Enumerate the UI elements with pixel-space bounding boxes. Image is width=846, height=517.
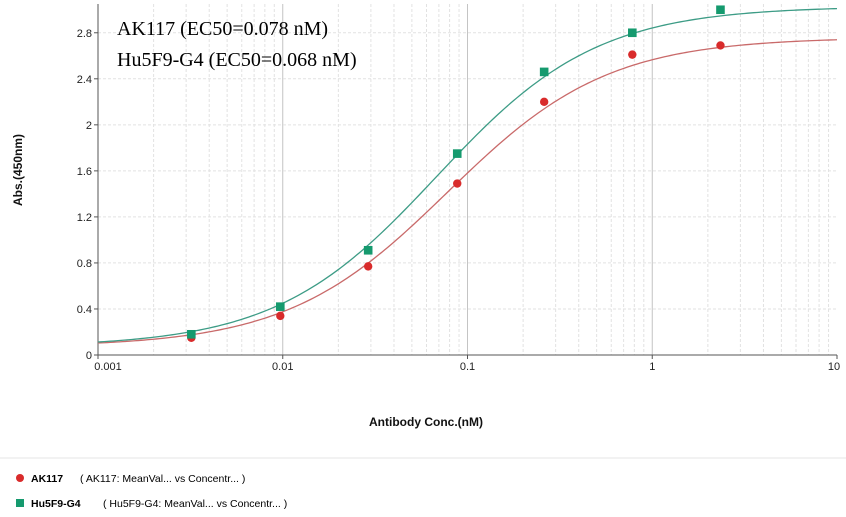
- x-tick-labels: 0.001 0.01 0.1 1 10: [94, 361, 840, 373]
- data-point-ak117: [453, 179, 462, 188]
- y-tick-label: 0: [86, 350, 92, 362]
- x-tick-label: 0.001: [94, 361, 122, 373]
- data-point-hu5f9g4: [363, 245, 373, 255]
- data-point-ak117: [539, 97, 549, 107]
- data-point-hu5f9g4: [539, 67, 549, 77]
- x-tick-label: 0.01: [272, 361, 293, 373]
- grid-lines: [97, 4, 837, 356]
- y-tick-label: 1.2: [77, 212, 92, 224]
- data-point-ak117: [716, 41, 725, 50]
- data-point-hu5f9g4: [716, 5, 725, 15]
- y-axis-title: Abs.(450nm): [11, 134, 25, 206]
- ec50-annotation-ak117: AK117 (EC50=0.078 nM): [117, 18, 328, 40]
- y-tick-label: 0.4: [77, 304, 92, 316]
- data-point-hu5f9g4: [628, 28, 637, 38]
- x-tick-label: 10: [828, 361, 840, 373]
- y-tick-label: 1.6: [77, 166, 92, 178]
- y-tick-label: 2: [86, 120, 92, 132]
- x-axis-title: Antibody Conc.(nM): [369, 415, 483, 429]
- x-tick-label: 1: [649, 361, 655, 373]
- legend-item-ak117[interactable]: AK117 ( AK117: MeanVal... vs Concentr...…: [16, 473, 245, 485]
- data-point-hu5f9g4: [187, 329, 196, 339]
- legend-label-ak117: AK117: [31, 473, 63, 485]
- fit-curve-ak117: [97, 39, 838, 344]
- ec50-annotation-hu5f9g4: Hu5F9-G4 (EC50=0.068 nM): [117, 49, 357, 71]
- y-tick-label: 2.4: [77, 74, 92, 86]
- data-point-hu5f9g4: [452, 149, 462, 158]
- data-point-ak117: [363, 262, 373, 271]
- data-point-ak117: [276, 311, 285, 321]
- legend-marker-hu5f9g4: [16, 499, 24, 507]
- y-tick-label: 2.8: [77, 28, 92, 40]
- legend-marker-ak117: [16, 474, 24, 482]
- legend-desc-hu5f9g4: ( Hu5F9-G4: MeanVal... vs Concentr... ): [103, 498, 287, 510]
- data-point-hu5f9g4: [276, 302, 285, 311]
- y-tick-label: 0.8: [77, 258, 92, 270]
- axes: [94, 4, 838, 359]
- legend-item-hu5f9g4[interactable]: Hu5F9-G4 ( Hu5F9-G4: MeanVal... vs Conce…: [16, 498, 287, 510]
- data-markers: [187, 5, 725, 342]
- y-tick-labels: 0 0.4 0.8 1.2 1.6 2 2.4 2.8: [77, 28, 92, 362]
- legend-desc-ak117: ( AK117: MeanVal... vs Concentr... ): [80, 473, 245, 485]
- data-point-ak117: [628, 50, 637, 59]
- legend-label-hu5f9g4: Hu5F9-G4: [31, 498, 81, 510]
- x-tick-label: 0.1: [460, 361, 475, 373]
- fit-curves: [97, 7, 838, 344]
- fit-curve-hu5f9g4: [97, 7, 838, 343]
